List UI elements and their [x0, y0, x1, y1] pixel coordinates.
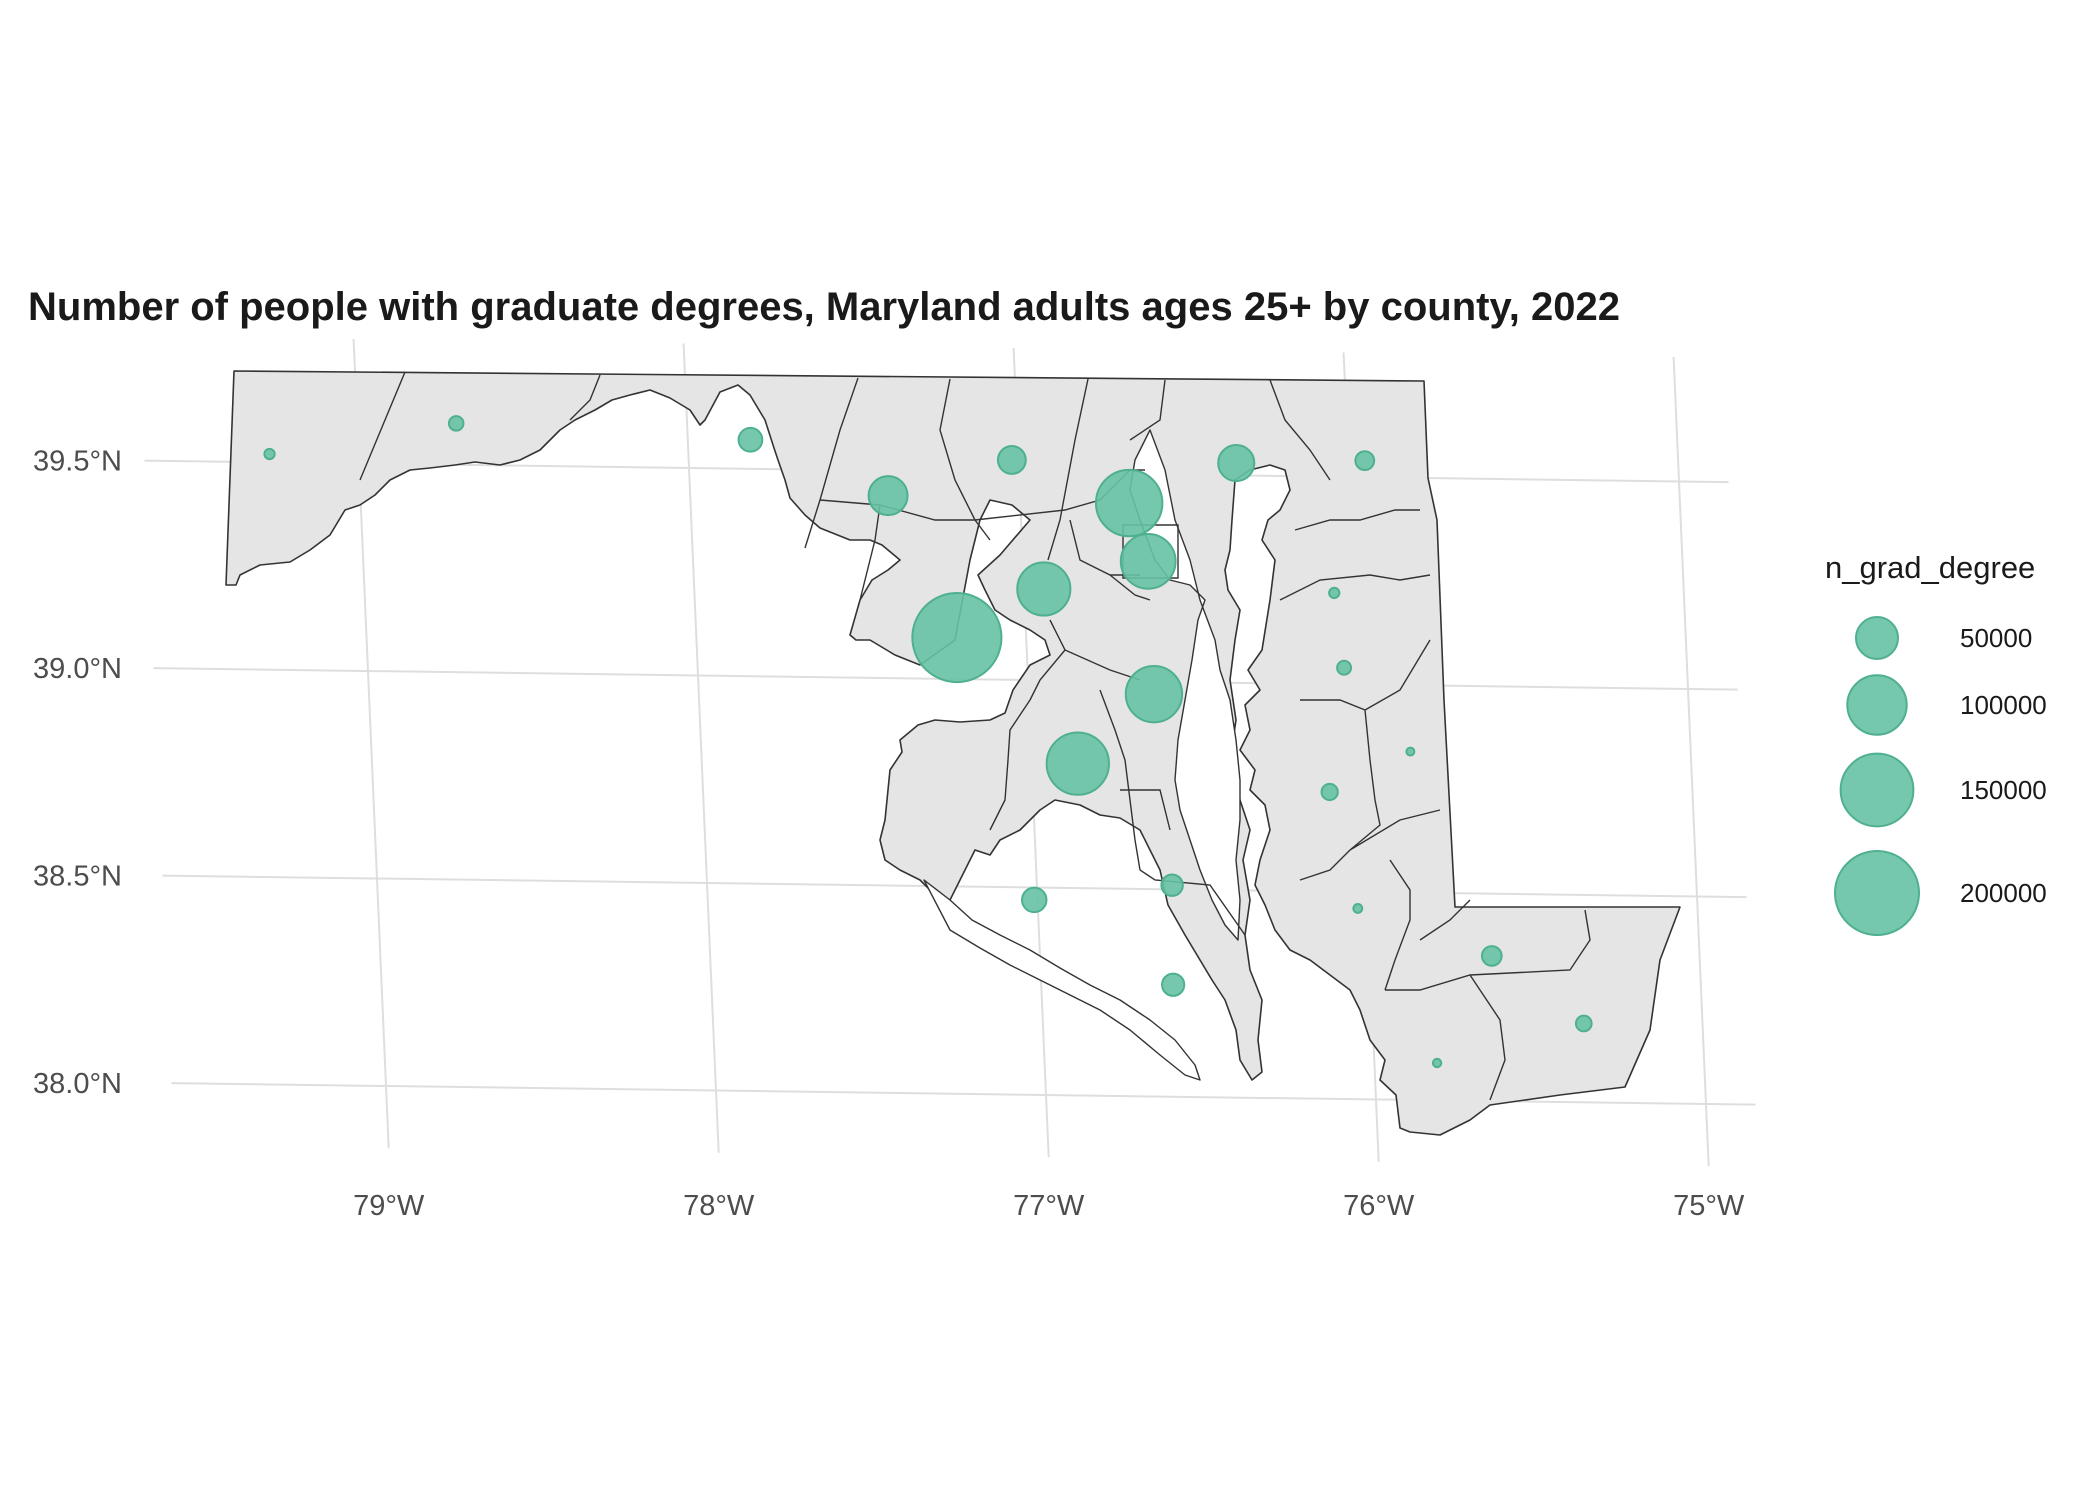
y-tick-label: 39.0°N: [33, 653, 122, 685]
meridian-line: [1672, 356, 1710, 1167]
legend-key-circle: [1834, 850, 1920, 936]
y-tick-label: 38.5°N: [33, 861, 122, 893]
maryland-land: [225, 370, 1681, 1136]
county-bubble: [1094, 468, 1164, 538]
county-bubble: [1045, 731, 1110, 796]
county-bubble: [1336, 659, 1353, 676]
y-tick-label: 39.5°N: [33, 446, 122, 478]
county-bubble: [867, 475, 909, 517]
county-bubble: [737, 426, 764, 453]
legend-key-circle: [1846, 674, 1908, 736]
legend-key-circle: [1839, 752, 1915, 828]
legend-title: n_grad_degree: [1825, 550, 2035, 585]
meridian-line: [682, 343, 720, 1153]
county-bubble: [911, 592, 1003, 684]
legend-key-circle: [1855, 616, 1899, 660]
x-tick-label: 75°W: [1673, 1190, 1745, 1222]
x-tick-label: 76°W: [1343, 1190, 1415, 1222]
county-bubble: [1352, 903, 1364, 914]
county-bubble: [1124, 664, 1184, 724]
county-boundaries: [359, 371, 1591, 1101]
county-bubble: [1431, 1057, 1443, 1069]
maryland-outline: [225, 370, 1681, 1136]
county-bubble: [447, 415, 465, 432]
county-bubbles: [263, 415, 1593, 1069]
legend-label: 50000: [1960, 623, 2032, 653]
county-bubble: [263, 447, 276, 461]
x-tick-label: 79°W: [353, 1190, 425, 1222]
y-tick-label: 38.0°N: [33, 1068, 122, 1100]
county-bubble: [1405, 746, 1416, 757]
legend-label: 100000: [1960, 690, 2047, 720]
county-bubble: [1320, 782, 1339, 802]
size-legend: n_grad_degree 50000 100000 150000 200000: [1825, 550, 2047, 936]
county-bubble: [1020, 886, 1048, 914]
potomac-river: [923, 879, 1201, 1081]
county-bubble: [1016, 561, 1072, 617]
legend-label: 200000: [1960, 878, 2047, 908]
county-bubble: [1217, 443, 1256, 483]
county-bubble: [1574, 1014, 1593, 1033]
x-tick-label: 78°W: [683, 1190, 755, 1222]
legend-items: 50000 100000 150000 200000: [1834, 616, 2047, 936]
county-bubble: [1354, 450, 1376, 472]
x-tick-label: 77°W: [1013, 1190, 1085, 1222]
county-bubble: [1328, 586, 1341, 600]
chart-title: Number of people with graduate degrees, …: [28, 285, 1620, 329]
county-bubble: [1160, 873, 1184, 897]
county-bubble: [1119, 532, 1177, 590]
county-bubble: [1480, 945, 1503, 967]
axis-ticks: 79°W 78°W 77°W 76°W 75°W 39.5°N 39.0°N 38.5°N 38…: [33, 446, 1745, 1222]
county-bubble: [1161, 972, 1186, 997]
legend-label: 150000: [1960, 775, 2047, 805]
county-bubble: [996, 445, 1027, 475]
